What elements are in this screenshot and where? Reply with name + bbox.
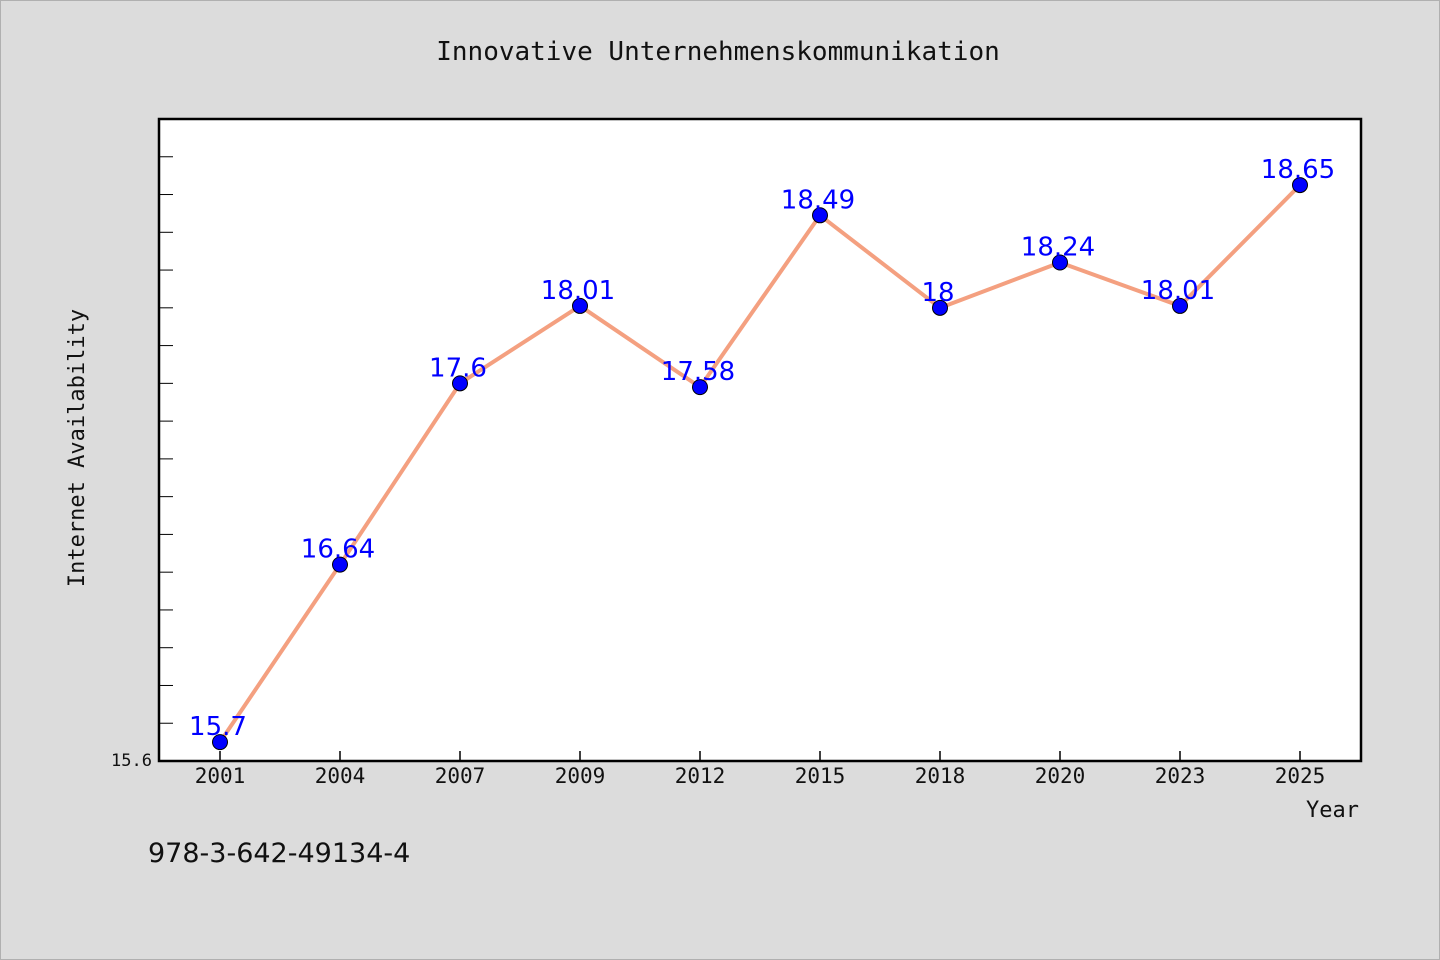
isbn-text: 978-3-642-49134-4 xyxy=(148,838,410,869)
data-point xyxy=(812,207,828,224)
data-point xyxy=(572,297,588,314)
series-line xyxy=(218,183,1302,744)
data-label: 17.6 xyxy=(429,353,487,383)
data-point xyxy=(692,379,708,396)
data-label: 18.01 xyxy=(541,276,615,306)
x-tick-label: 2018 xyxy=(915,764,966,788)
data-point xyxy=(932,299,948,316)
data-point xyxy=(1292,177,1308,194)
data-label: 15.7 xyxy=(189,712,247,742)
x-tick-label: 2004 xyxy=(315,764,366,788)
x-tick-labels: 2001 2004 2007 2009 2012 2015 2018 2020 2023 2025 xyxy=(195,764,1326,788)
x-tick-label: 2009 xyxy=(555,764,606,788)
x-tick-label: 2025 xyxy=(1275,764,1326,788)
data-point xyxy=(1172,297,1188,314)
y-tick-label-min: 15.6 xyxy=(111,751,152,771)
data-label: 18 xyxy=(921,278,954,308)
data-point xyxy=(452,375,468,392)
data-label: 18.24 xyxy=(1021,233,1095,263)
data-point xyxy=(1052,254,1068,271)
data-label: 18.01 xyxy=(1141,276,1215,306)
data-point xyxy=(332,556,348,573)
data-label: 18.65 xyxy=(1261,155,1335,185)
x-tick-label: 2015 xyxy=(795,764,846,788)
data-point xyxy=(212,734,228,751)
x-tick-label: 2020 xyxy=(1035,764,1086,788)
x-axis-label: Year xyxy=(1306,798,1359,823)
x-tick-label: 2023 xyxy=(1155,764,1206,788)
data-label: 16.64 xyxy=(301,535,375,565)
x-ticks xyxy=(219,751,1301,761)
chart-title: Innovative Unternehmenskommunikation xyxy=(436,37,1000,67)
y-axis-label: Internet Availability xyxy=(65,309,90,587)
y-minor-ticks xyxy=(159,156,173,724)
series-markers xyxy=(212,177,1308,751)
data-label: 17.58 xyxy=(661,357,735,387)
x-tick-label: 2007 xyxy=(435,764,486,788)
data-labels: 15.7 16.64 17.6 18.01 17.58 18.49 18 18.24 18.01… xyxy=(189,155,1335,742)
x-tick-label: 2012 xyxy=(675,764,726,788)
x-tick-label: 2001 xyxy=(195,764,246,788)
plot-area xyxy=(157,117,1363,763)
data-label: 18.49 xyxy=(781,185,855,215)
